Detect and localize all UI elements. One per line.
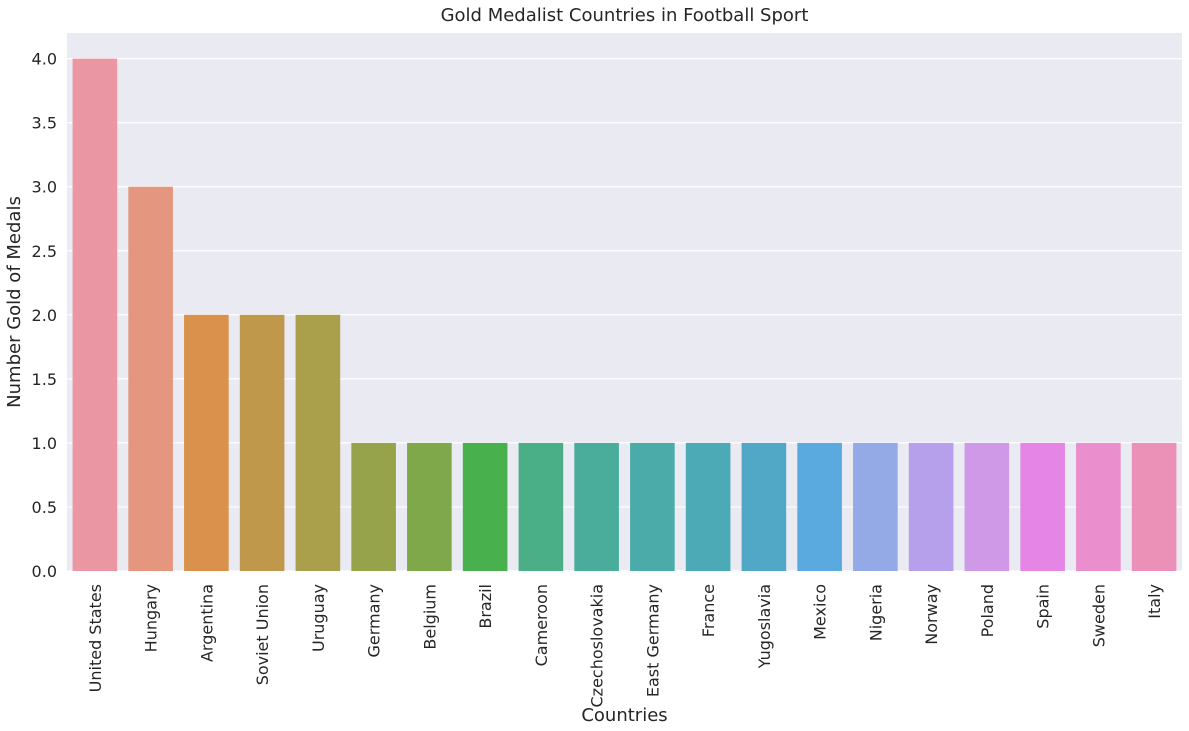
x-tick-label: United States [86, 584, 105, 692]
y-axis-ticks: 0.0 0.5 1.0 1.5 2.0 2.5 3.0 3.5 4.0 [32, 50, 57, 581]
bar-brazil [462, 442, 508, 571]
x-tick-label: Brazil [476, 584, 495, 629]
x-tick-label: East Germany [643, 584, 662, 697]
plot-area [67, 33, 1182, 571]
bar-argentina [184, 314, 229, 571]
bar-nigeria [853, 442, 898, 571]
bar-yugoslavia [741, 442, 787, 571]
bar-norway [908, 442, 954, 571]
x-tick-label: Nigeria [866, 584, 885, 641]
y-tick-label: 1.5 [32, 370, 57, 389]
y-axis-label: Number Gold of Medals [4, 196, 25, 408]
y-tick-label: 1.0 [32, 434, 57, 453]
bar-czechoslovakia [574, 442, 619, 571]
x-tick-label: France [699, 584, 718, 637]
x-tick-label: Czechoslovakia [588, 584, 607, 708]
x-tick-label: Belgium [420, 584, 439, 650]
y-tick-label: 2.5 [32, 242, 57, 261]
bar-hungary [128, 186, 173, 571]
bar-sweden [1076, 442, 1121, 571]
bar-soviet-union [239, 314, 285, 571]
chart-title: Gold Medalist Countries in Football Spor… [441, 5, 809, 26]
y-tick-label: 0.5 [32, 498, 57, 517]
bar-italy [1131, 442, 1177, 571]
x-tick-label: Poland [978, 584, 997, 637]
y-tick-label: 4.0 [32, 50, 57, 69]
y-tick-label: 0.0 [32, 562, 57, 581]
x-tick-label: Norway [922, 584, 941, 645]
x-tick-label: Italy [1145, 584, 1164, 619]
bar-france [685, 442, 731, 571]
x-tick-label: Hungary [142, 584, 161, 652]
x-tick-label: Sweden [1089, 584, 1108, 647]
y-tick-label: 3.0 [32, 178, 57, 197]
y-tick-label: 2.0 [32, 306, 57, 325]
x-axis-label: Countries [581, 705, 667, 726]
x-tick-label: Soviet Union [253, 584, 272, 685]
x-tick-label: Mexico [811, 584, 830, 640]
bars [72, 58, 1177, 572]
bar-germany [351, 442, 396, 571]
bar-uruguay [295, 314, 341, 571]
bar-east-germany [630, 442, 675, 571]
x-tick-label: Cameroon [532, 584, 551, 666]
x-tick-label: Argentina [197, 584, 216, 662]
bar-spain [1020, 442, 1065, 571]
bar-mexico [797, 442, 842, 571]
bar-poland [964, 442, 1010, 571]
y-tick-label: 3.5 [32, 114, 57, 133]
bar-belgium [407, 442, 452, 571]
bar-united-states [72, 58, 118, 572]
bar-cameroon [518, 442, 564, 571]
x-tick-label: Uruguay [309, 584, 328, 652]
x-tick-label: Germany [365, 584, 384, 658]
x-tick-label: Yugoslavia [755, 584, 774, 669]
x-axis-ticks: United States Hungary Argentina Soviet Unio… [86, 584, 1164, 708]
x-tick-label: Spain [1034, 584, 1053, 629]
